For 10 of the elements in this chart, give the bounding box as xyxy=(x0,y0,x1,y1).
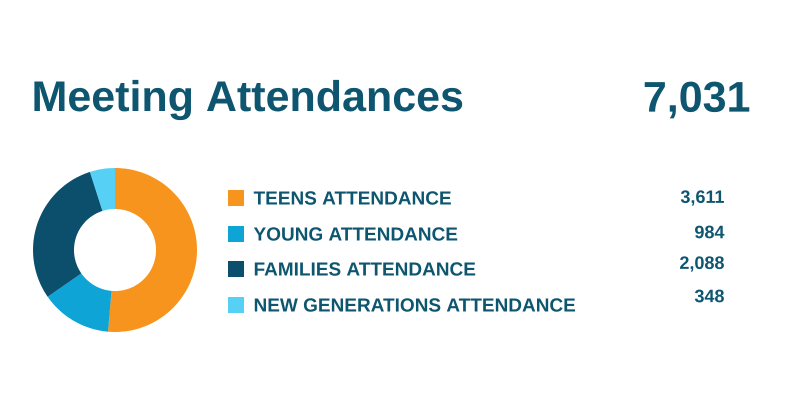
data-label: 2,088 xyxy=(680,256,724,272)
data-label: 3,611 xyxy=(680,190,724,206)
legend-label: NEW GENERATIONS ATTENDANCE xyxy=(254,298,576,312)
text: 7,031 xyxy=(644,82,750,118)
legend-label: FAMILIES ATTENDANCE xyxy=(254,262,476,276)
legend-label: TEENS ATTENDANCE xyxy=(254,191,451,205)
data-label: 984 xyxy=(695,226,724,238)
legend-label: YOUNG ATTENDANCE xyxy=(254,227,458,241)
data-label: 348 xyxy=(694,290,724,302)
chart-title: Meeting Attendances xyxy=(34,80,462,120)
